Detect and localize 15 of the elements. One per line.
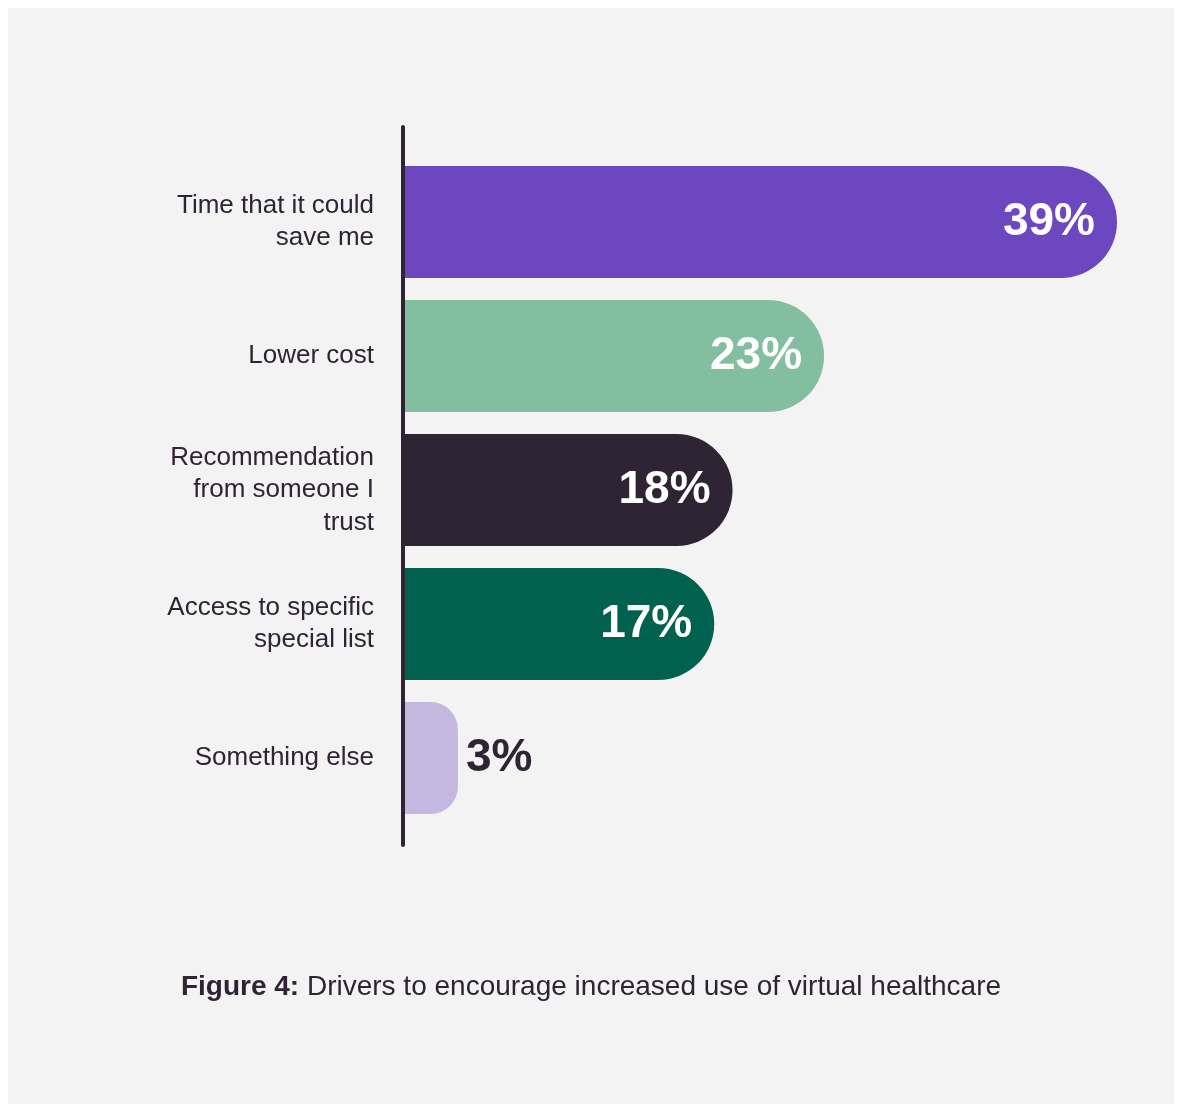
text: Figure 4: Drivers to encourage increased use of virtual healthcare	[179, 970, 1003, 1002]
bar	[403, 165, 1117, 279]
data-label: 3%	[465, 728, 533, 781]
y-tick-label: Something else	[194, 741, 374, 772]
bar	[403, 299, 825, 413]
data-label: 39%	[1002, 192, 1095, 245]
bar	[403, 567, 715, 681]
data-label: 17%	[600, 594, 693, 647]
bar	[403, 701, 458, 815]
data-label: 23%	[710, 326, 803, 379]
data-label: 18%	[618, 460, 711, 513]
y-tick-label: Time that it could save me	[176, 188, 374, 252]
y-tick-label: Recommendation from someone I trust	[170, 440, 375, 536]
y-tick-label: Lower cost	[248, 339, 375, 370]
y-tick-label: Access to specific special list	[167, 590, 375, 654]
